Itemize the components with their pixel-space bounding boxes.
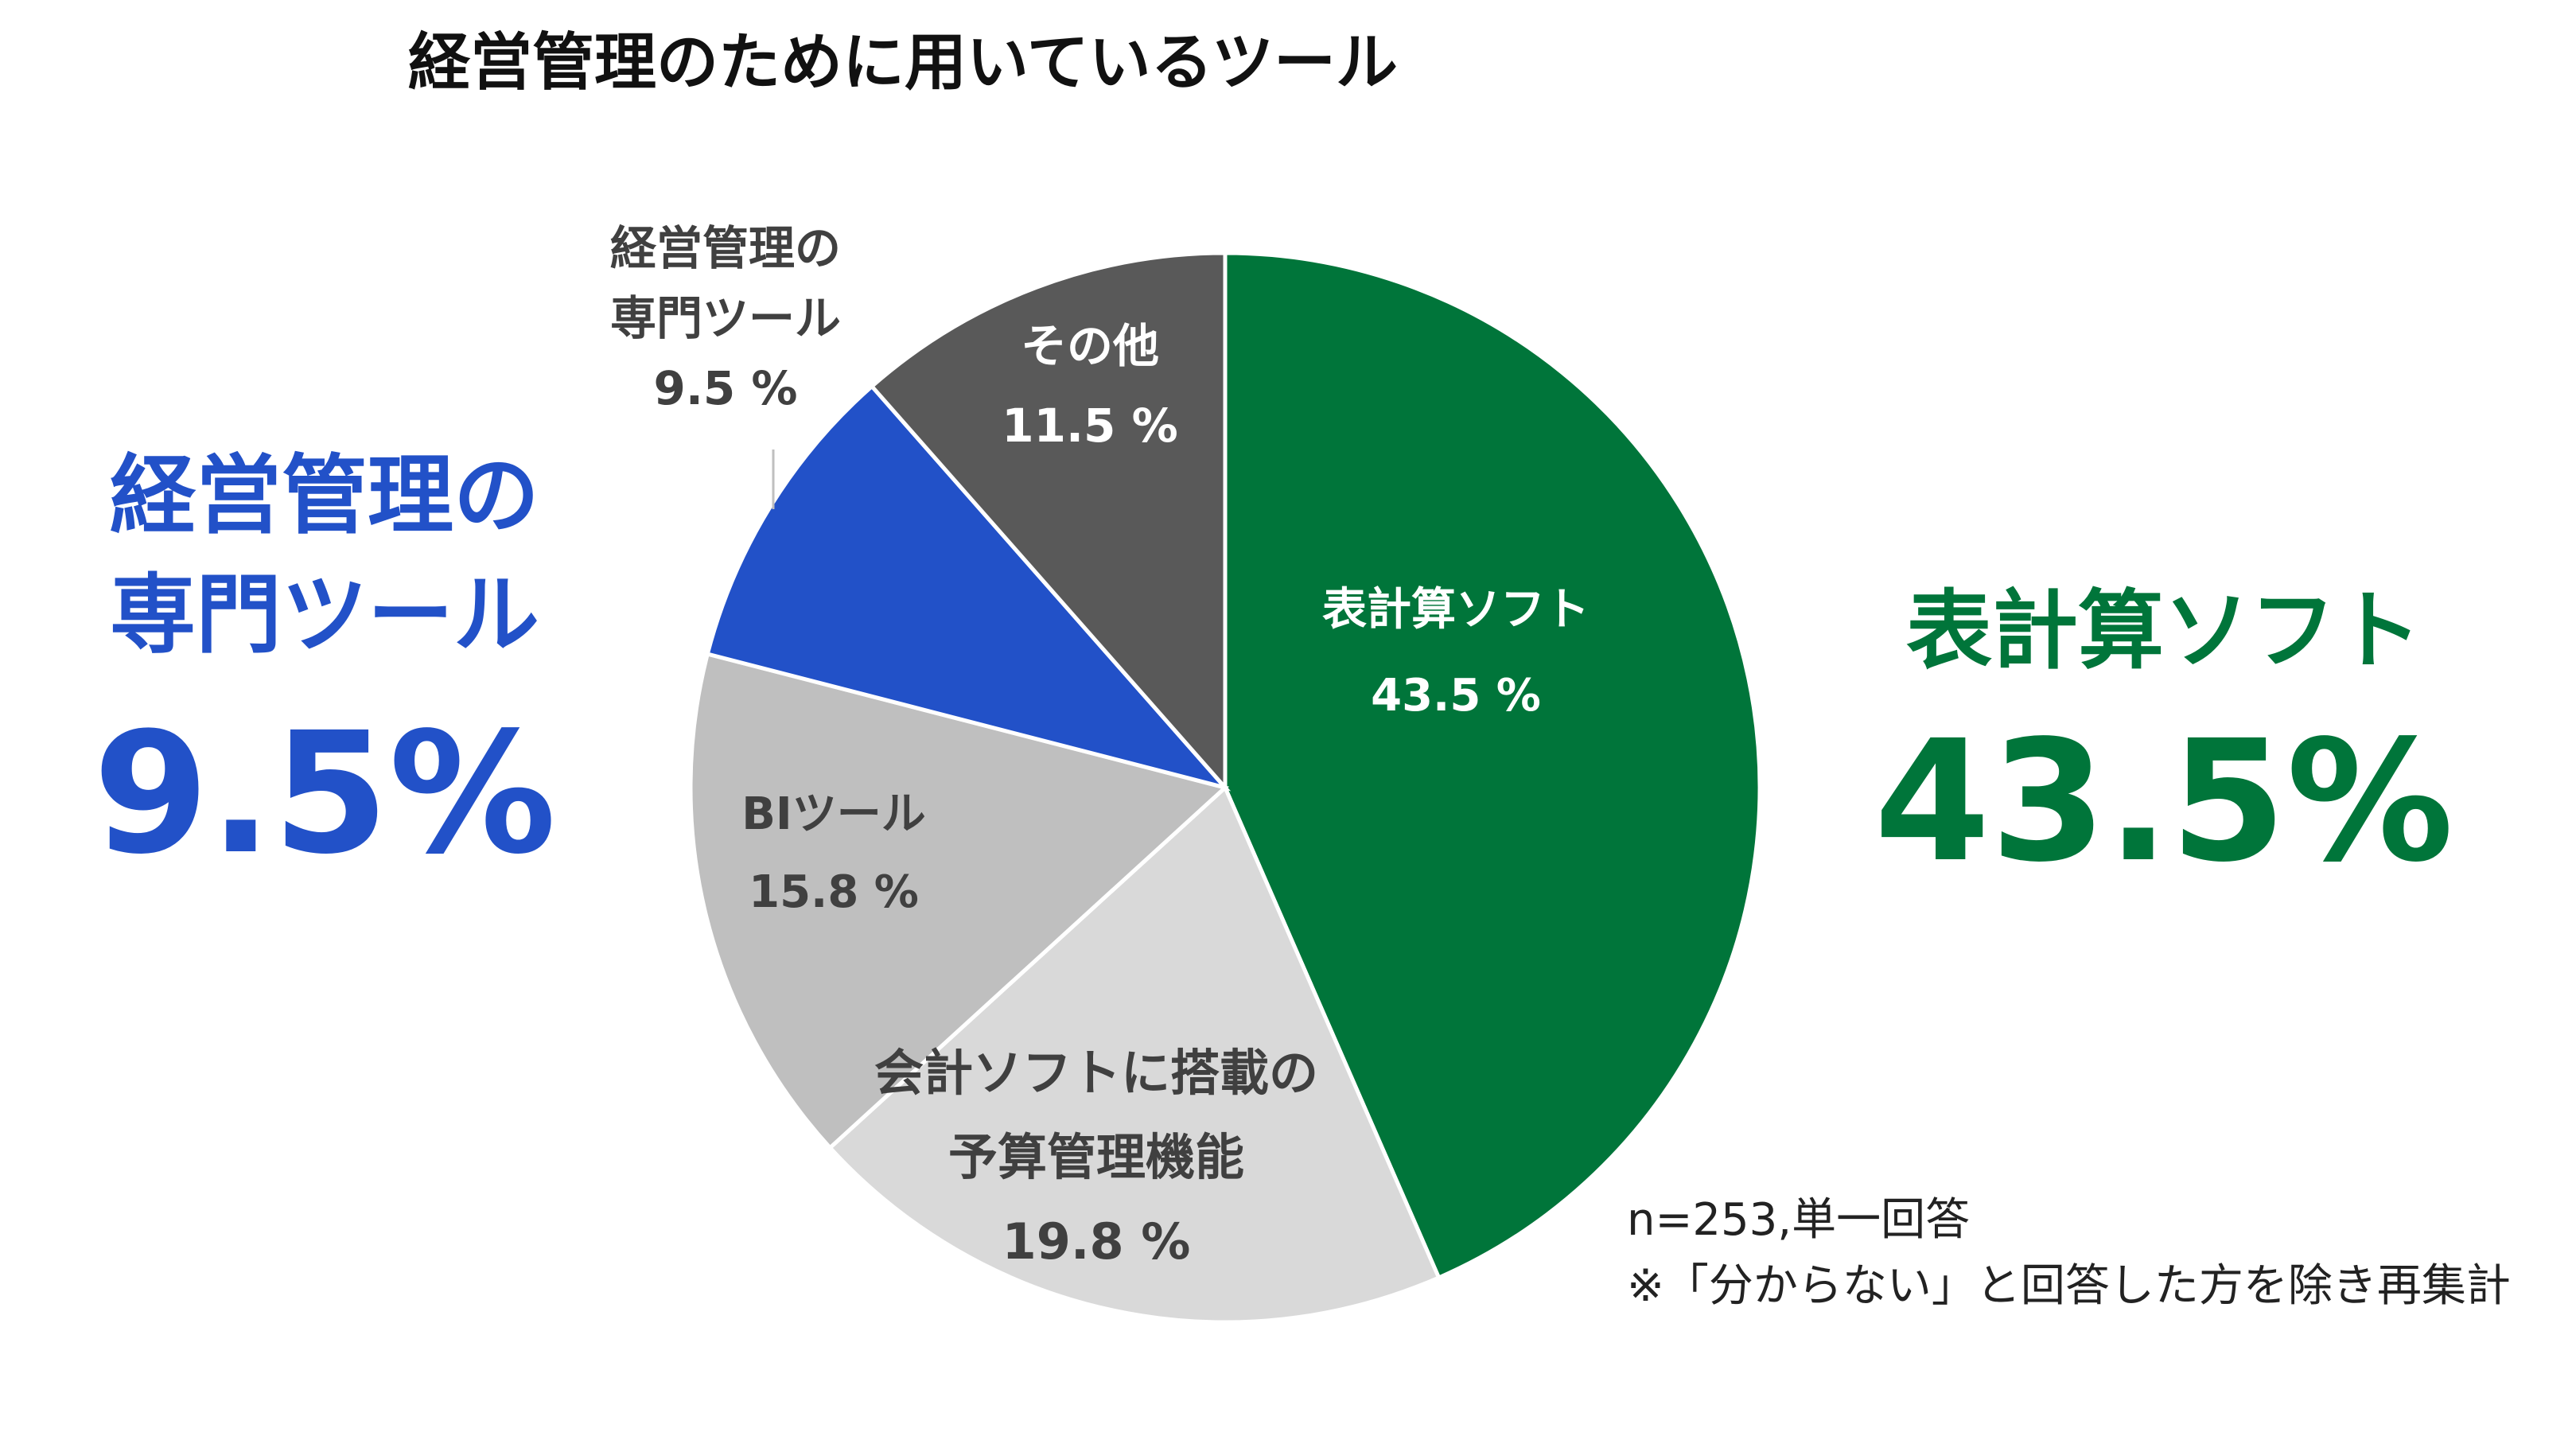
callout-value-specialized: 9.5% [93, 696, 556, 891]
slice-label-accounting: 予算管理機能 [948, 1128, 1244, 1186]
slice-value-accounting: 19.8 % [1002, 1212, 1191, 1271]
slice-label-other: その他 [1021, 319, 1159, 373]
callout-label-specialized: 専門ツール [110, 566, 539, 665]
callout-label-specialized: 経営管理の [110, 446, 539, 546]
chart-title: 経営管理のために用いているツール [408, 27, 1398, 99]
pie-slice-other [869, 251, 1228, 793]
slice-label-accounting: 会計ソフトに搭載の [874, 1044, 1318, 1102]
pie-slices [688, 251, 1762, 1325]
sample-note: n=253,単一回答 [1627, 1194, 1970, 1246]
slice-label-spreadsheet: 表計算ソフト [1322, 584, 1590, 636]
slice-label-bi: BIツール [741, 788, 926, 840]
slice-label-specialized: 経営管理の [610, 221, 841, 275]
callout-value-spreadsheet: 43.5% [1874, 704, 2454, 899]
slice-value-bi: 15.8 % [749, 866, 919, 918]
pie-slice-spreadsheet [1223, 251, 1762, 1281]
callout-label-spreadsheet: 表計算ソフト [1906, 582, 2422, 681]
slice-value-other: 11.5 % [1002, 399, 1177, 453]
pie-slice-bi [688, 651, 1230, 1151]
exclusion-note: ※「分からない」と回答した方を除き再集計 [1627, 1260, 2511, 1312]
slice-label-specialized: 専門ツール [610, 291, 841, 345]
pie-slice-specialized [705, 383, 1232, 792]
pie-slice-accounting [827, 784, 1442, 1325]
slice-value-specialized: 9.5 % [653, 361, 797, 415]
slice-value-spreadsheet: 43.5 % [1371, 670, 1541, 722]
